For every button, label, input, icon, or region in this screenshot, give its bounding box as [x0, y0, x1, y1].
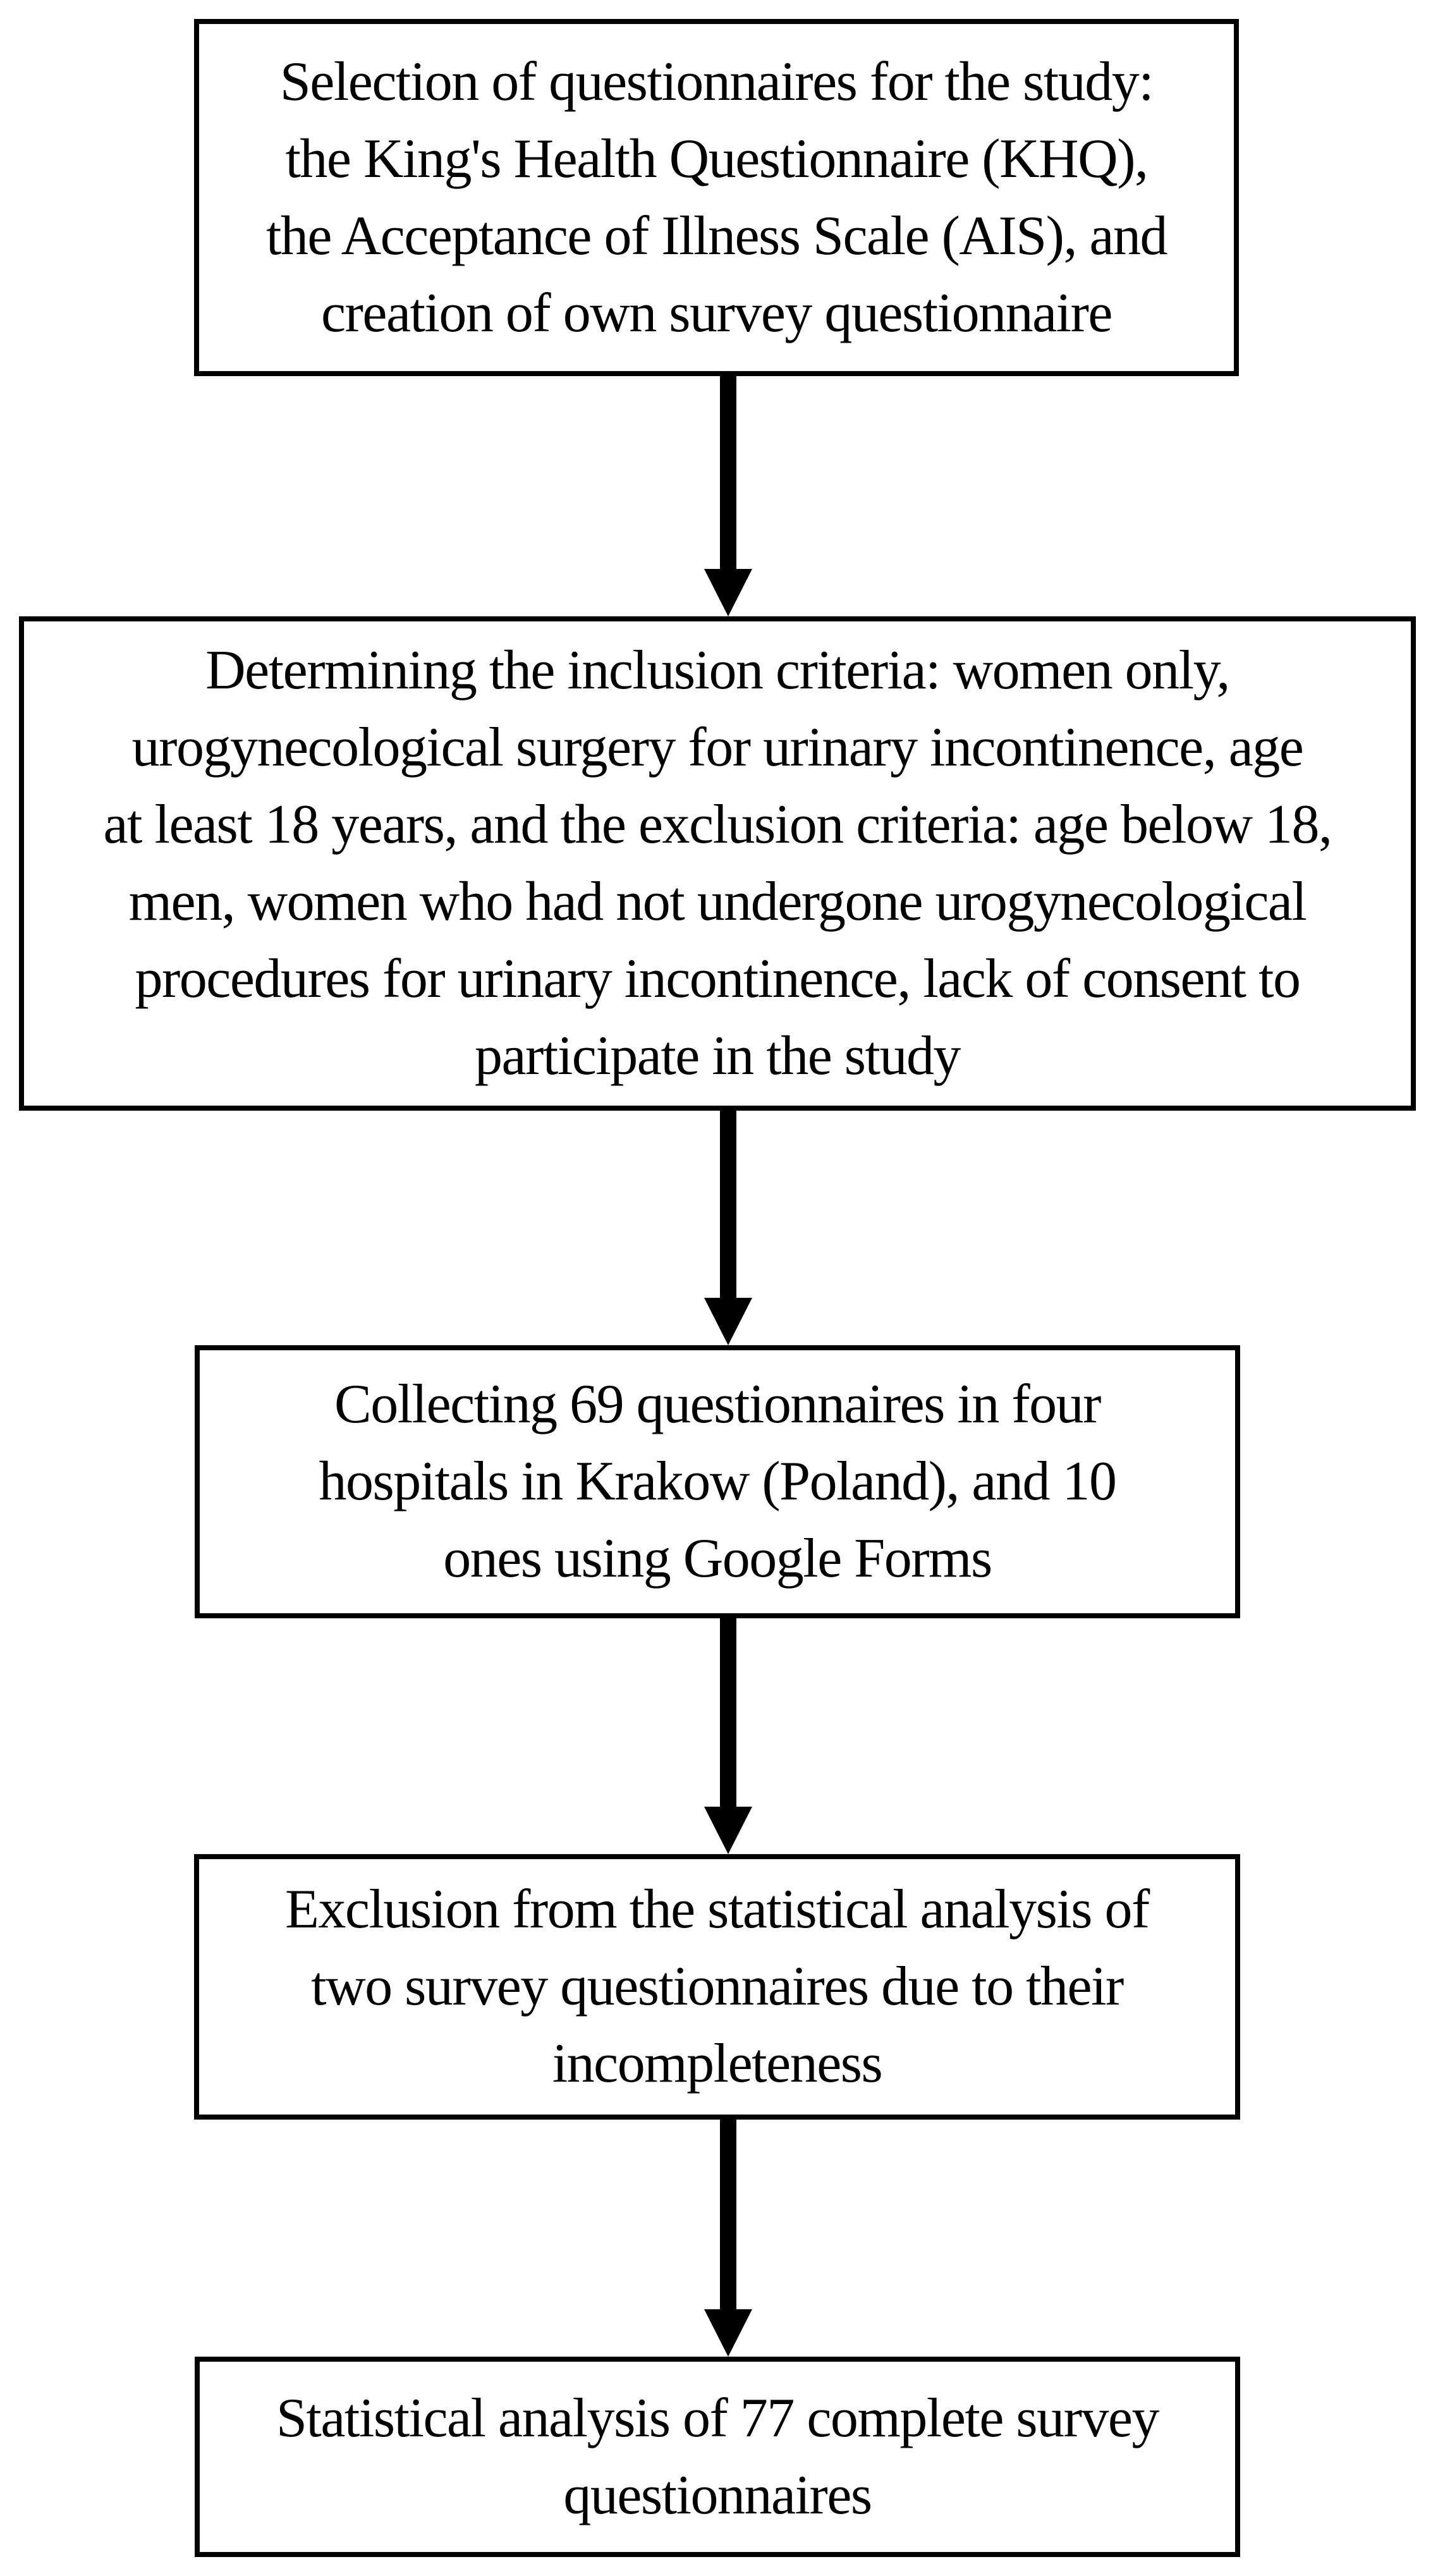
- down-arrow-icon: [704, 375, 752, 616]
- flow-step-inclusion-exclusion-criteria: Determining the inclusion criteria: wome…: [19, 616, 1416, 1111]
- down-arrow-icon: [704, 1617, 752, 1854]
- arrow-stem: [720, 375, 736, 570]
- arrowhead-icon: [704, 1298, 752, 1345]
- arrowhead-icon: [704, 2309, 752, 2357]
- arrowhead-icon: [704, 569, 752, 616]
- flow-step-text: Selection of questionnaires for the stud…: [265, 51, 1168, 344]
- arrow-stem: [720, 2118, 736, 2310]
- flow-step-statistical-analysis: Statistical analysis of 77 complete surv…: [195, 2357, 1240, 2557]
- down-arrow-icon: [704, 1109, 752, 1345]
- arrowhead-icon: [704, 1807, 752, 1854]
- arrow-stem: [720, 1617, 736, 1808]
- down-arrow-icon: [704, 2118, 752, 2357]
- flow-step-text: Exclusion from the statistical analysis …: [285, 1879, 1150, 2094]
- flow-step-text: Statistical analysis of 77 complete surv…: [276, 2387, 1160, 2526]
- flow-step-selection-of-questionnaires: Selection of questionnaires for the stud…: [194, 19, 1239, 376]
- flow-step-text: Collecting 69 questionnaires in four hos…: [319, 1374, 1117, 1589]
- arrow-stem: [720, 1109, 736, 1299]
- flow-step-exclusion-incomplete: Exclusion from the statistical analysis …: [194, 1854, 1240, 2120]
- flow-step-collecting-questionnaires: Collecting 69 questionnaires in four hos…: [195, 1345, 1240, 1618]
- flow-step-text: Determining the inclusion criteria: wome…: [103, 640, 1332, 1087]
